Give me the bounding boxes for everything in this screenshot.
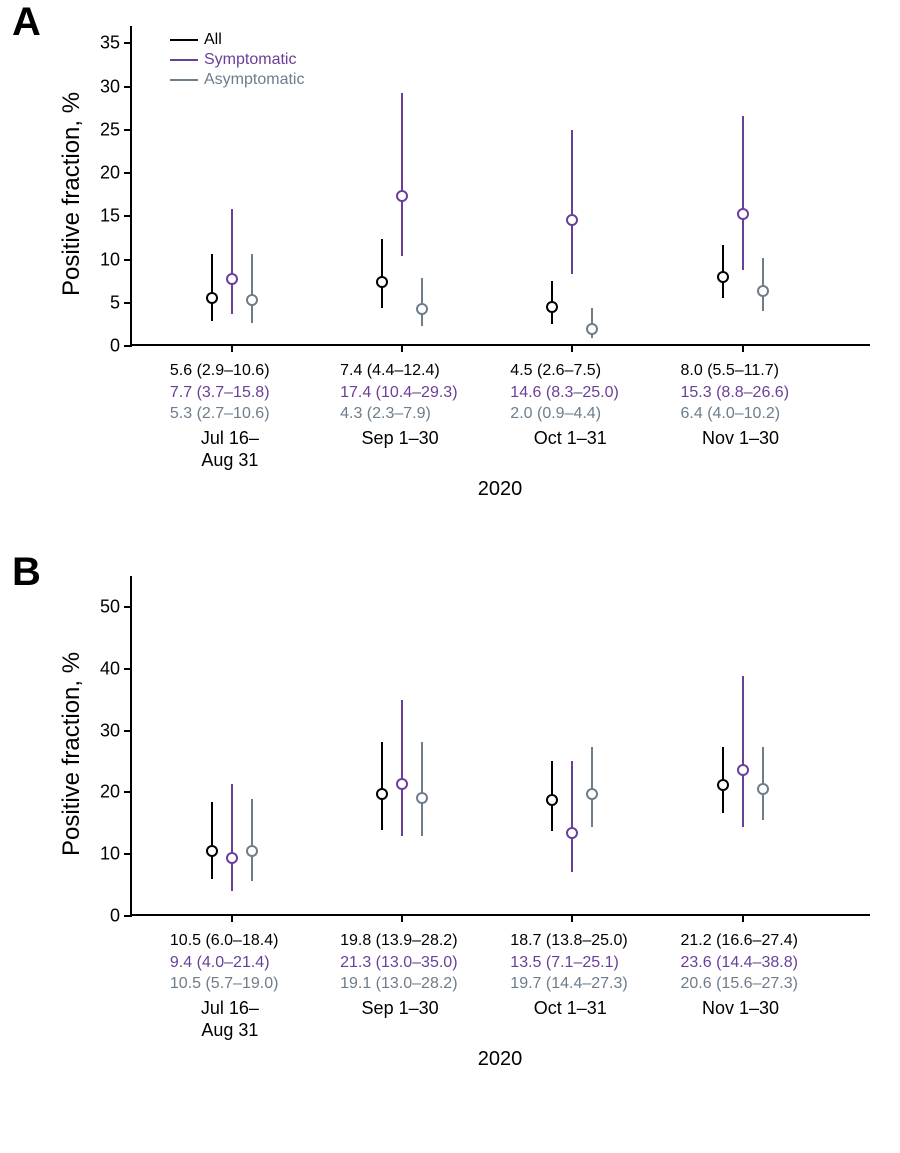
value-line-symptomatic: 13.5 (7.1–25.1): [510, 952, 627, 974]
x-tick: [401, 914, 403, 922]
value-block: 21.2 (16.6–27.4)23.6 (14.4–38.8)20.6 (15…: [681, 930, 798, 995]
marker: [737, 764, 749, 776]
x-tick-label: Jul 16– Aug 31: [201, 998, 259, 1041]
value-line-asymptomatic: 19.1 (13.0–28.2): [340, 973, 457, 995]
marker: [757, 783, 769, 795]
y-tick-label: 40: [100, 658, 132, 679]
plot-area-B: 01020304050: [130, 576, 870, 916]
y-tick-label: 20: [100, 782, 132, 803]
ci-line: [401, 700, 403, 836]
marker: [586, 788, 598, 800]
value-line-asymptomatic: 19.7 (14.4–27.3): [510, 973, 627, 995]
x-tick: [231, 914, 233, 922]
marker: [566, 827, 578, 839]
panel-B: B01020304050Positive fraction, %Jul 16– …: [0, 0, 900, 1153]
x-tick: [571, 914, 573, 922]
value-line-all: 18.7 (13.8–25.0): [510, 930, 627, 952]
marker: [376, 788, 388, 800]
marker: [416, 792, 428, 804]
value-line-symptomatic: 23.6 (14.4–38.8): [681, 952, 798, 974]
marker: [206, 845, 218, 857]
year-label: 2020: [478, 1048, 523, 1071]
marker: [396, 778, 408, 790]
y-tick-label: 50: [100, 596, 132, 617]
ci-line: [381, 742, 383, 830]
ci-line: [591, 747, 593, 827]
y-axis-label-B: Positive fraction, %: [58, 652, 86, 856]
ci-line: [231, 784, 233, 892]
value-line-symptomatic: 9.4 (4.0–21.4): [170, 952, 279, 974]
figure: A05101520253035Positive fraction, %Jul 1…: [0, 0, 900, 1153]
ci-line: [571, 761, 573, 872]
y-tick-label: 30: [100, 720, 132, 741]
marker: [546, 794, 558, 806]
ci-line: [421, 742, 423, 836]
value-block: 10.5 (6.0–18.4)9.4 (4.0–21.4)10.5 (5.7–1…: [170, 930, 279, 995]
marker: [717, 779, 729, 791]
ci-line: [251, 799, 253, 881]
value-block: 18.7 (13.8–25.0)13.5 (7.1–25.1)19.7 (14.…: [510, 930, 627, 995]
value-line-all: 21.2 (16.6–27.4): [681, 930, 798, 952]
x-tick-label: Nov 1–30: [702, 998, 779, 1020]
value-block: 19.8 (13.9–28.2)21.3 (13.0–35.0)19.1 (13…: [340, 930, 457, 995]
marker: [226, 852, 238, 864]
value-line-asymptomatic: 20.6 (15.6–27.3): [681, 973, 798, 995]
x-tick-label: Sep 1–30: [362, 998, 439, 1020]
value-line-asymptomatic: 10.5 (5.7–19.0): [170, 973, 279, 995]
ci-line: [211, 802, 213, 879]
panel-label-B: B: [12, 550, 41, 595]
value-line-symptomatic: 21.3 (13.0–35.0): [340, 952, 457, 974]
y-tick-label: 10: [100, 844, 132, 865]
value-line-all: 19.8 (13.9–28.2): [340, 930, 457, 952]
ci-line: [742, 676, 744, 827]
value-line-all: 10.5 (6.0–18.4): [170, 930, 279, 952]
x-tick: [742, 914, 744, 922]
marker: [246, 845, 258, 857]
x-tick-label: Oct 1–31: [534, 998, 607, 1020]
y-tick-label: 0: [110, 906, 132, 927]
